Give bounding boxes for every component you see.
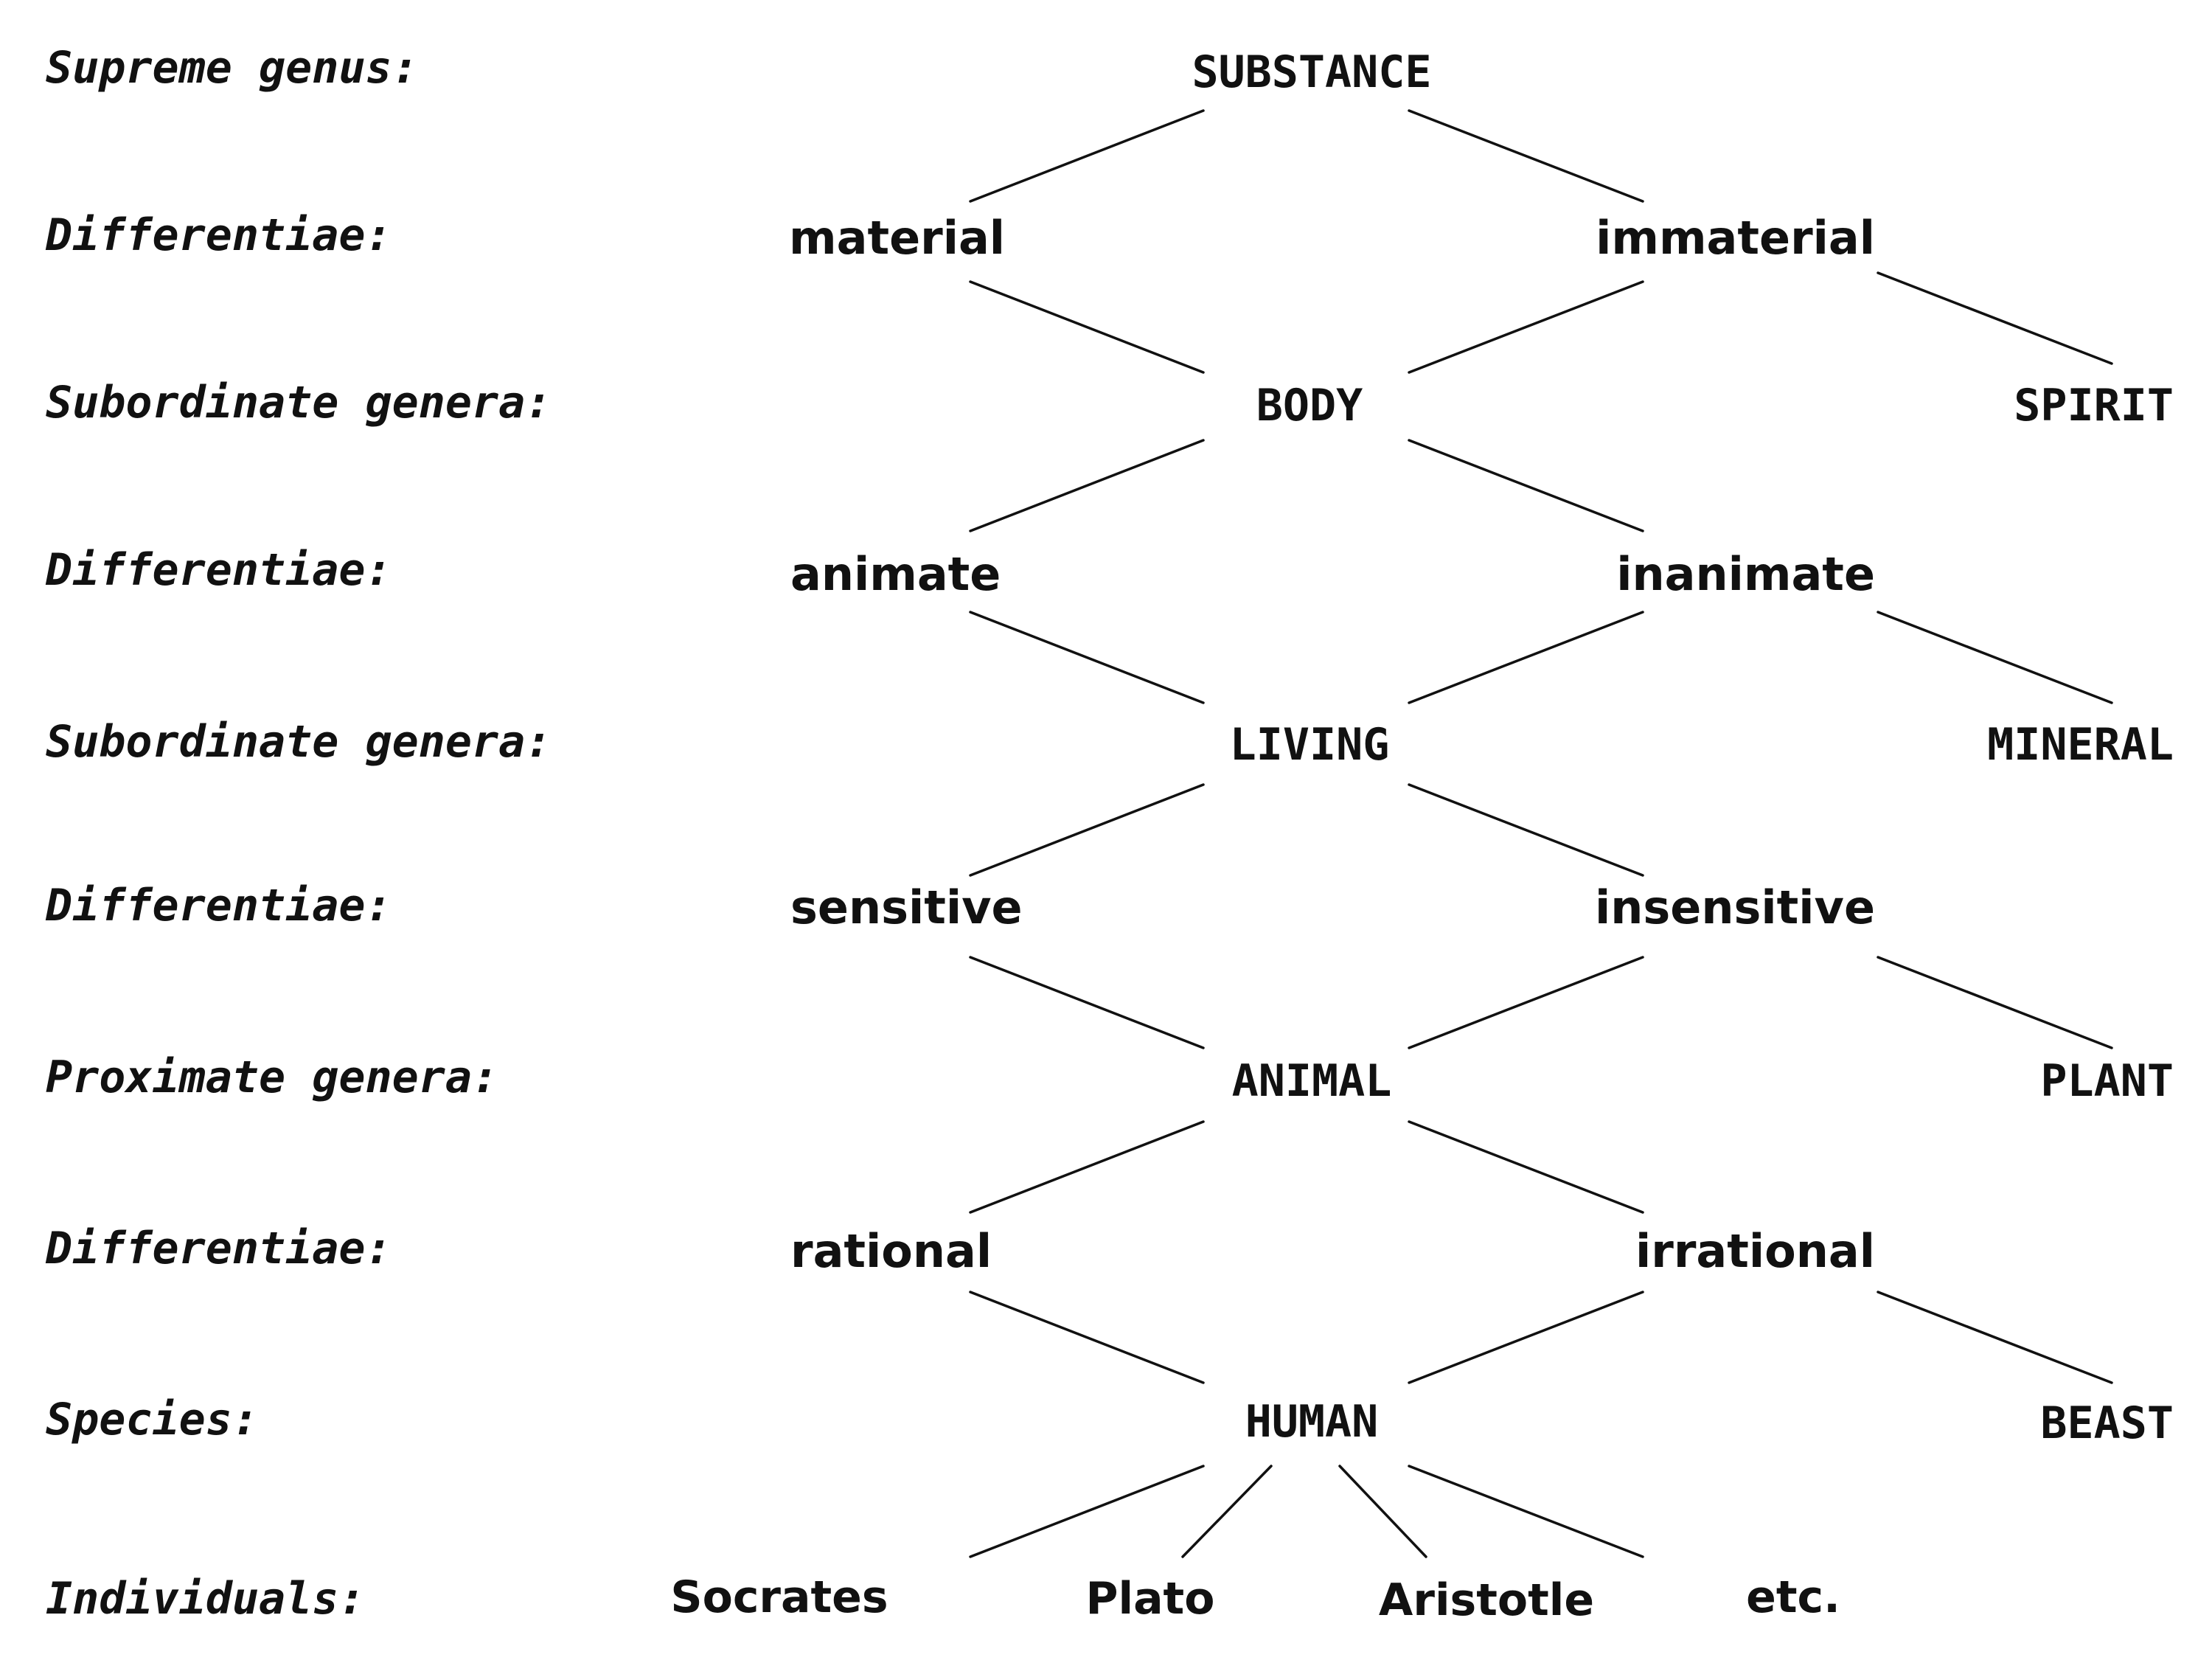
row-label-species: Species: — [46, 1394, 259, 1445]
edge-substance-material — [969, 109, 1205, 203]
edge-living-insensitive — [1408, 783, 1644, 877]
row-label-differentiae-3: Differentiae: — [45, 880, 392, 931]
edge-animate-living — [969, 611, 1205, 704]
node-rational: rational — [790, 1224, 992, 1278]
row-label-subordinate-genera-1: Subordinate genera: — [46, 377, 552, 428]
node-sensitive: sensitive — [790, 881, 1023, 934]
edge-irrational-human — [1408, 1291, 1644, 1384]
row-label-individuals: Individuals: — [46, 1573, 365, 1625]
edge-human-aristotle — [1338, 1465, 1427, 1558]
row-label-proximate-genera: Proximate genera: — [46, 1052, 498, 1103]
edge-material-body — [969, 280, 1205, 374]
edge-immaterial-spirit — [1877, 271, 2113, 365]
node-animate: animate — [790, 547, 1001, 601]
tree-nodes: SUBSTANCE material immaterial BODY SPIRI… — [670, 46, 2174, 1626]
node-irrational: irrational — [1635, 1224, 1875, 1278]
node-body: BODY — [1256, 380, 1363, 431]
edge-animal-rational — [969, 1120, 1205, 1214]
node-living: LIVING — [1230, 719, 1390, 771]
edge-substance-immaterial — [1408, 109, 1644, 203]
edge-immaterial-body — [1408, 280, 1644, 374]
edge-inanimate-mineral — [1877, 611, 2113, 704]
node-animal: ANIMAL — [1232, 1055, 1392, 1107]
edge-body-inanimate — [1408, 439, 1644, 532]
node-spirit: SPIRIT — [2014, 380, 2174, 431]
node-mineral: MINERAL — [1987, 719, 2174, 771]
edge-rational-human — [969, 1291, 1205, 1384]
row-labels: Supreme genus: Differentiae: Subordinate… — [45, 42, 552, 1625]
node-etc: etc. — [1746, 1572, 1840, 1623]
edge-inanimate-living — [1408, 611, 1644, 704]
node-plato: Plato — [1086, 1573, 1215, 1625]
node-beast: BEAST — [2040, 1397, 2174, 1449]
node-insensitive: insensitive — [1595, 881, 1875, 934]
node-aristotle: Aristotle — [1379, 1574, 1594, 1626]
node-plant: PLANT — [2040, 1055, 2174, 1107]
node-human: HUMAN — [1245, 1396, 1379, 1448]
row-label-supreme-genus: Supreme genus: — [46, 42, 419, 94]
edge-insensitive-animal — [1408, 956, 1644, 1049]
edge-body-animate — [969, 439, 1205, 532]
node-material: material — [789, 211, 1005, 265]
edge-human-plato — [1181, 1465, 1273, 1558]
edge-human-socrates — [969, 1465, 1205, 1558]
edge-insensitive-plant — [1877, 956, 2113, 1049]
edge-human-etc — [1408, 1465, 1644, 1558]
row-label-subordinate-genera-2: Subordinate genera: — [46, 716, 552, 768]
edge-living-sensitive — [969, 783, 1205, 877]
edge-irrational-beast — [1877, 1291, 2113, 1384]
tree-edges — [969, 109, 2113, 1558]
edge-sensitive-animal — [969, 956, 1205, 1049]
row-label-differentiae-1: Differentiae: — [45, 209, 392, 261]
row-label-differentiae-4: Differentiae: — [45, 1223, 392, 1274]
edge-animal-irrational — [1408, 1120, 1644, 1214]
node-socrates: Socrates — [670, 1572, 888, 1623]
node-immaterial: immaterial — [1596, 211, 1875, 265]
row-label-differentiae-2: Differentiae: — [45, 544, 392, 596]
node-substance: SUBSTANCE — [1192, 46, 1431, 98]
node-inanimate: inanimate — [1616, 547, 1875, 601]
